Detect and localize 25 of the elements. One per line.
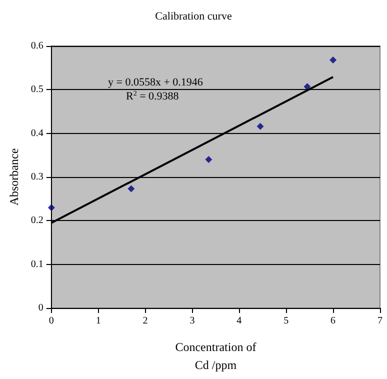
x-tick-label: 5 — [284, 316, 289, 326]
point — [128, 185, 135, 192]
x-axis-title: Concentration of Cd /ppm — [175, 340, 256, 372]
y-tick-label: 0 — [38, 302, 44, 314]
y-tick-label: 0.3 — [30, 172, 44, 182]
x-tick-label: 7 — [378, 316, 382, 326]
x-tick-label: 6 — [330, 316, 336, 326]
y-tick-label: 0.6 — [30, 40, 44, 52]
y-tick-label: 0.2 — [30, 215, 44, 226]
point — [48, 204, 55, 212]
y-axis-title: Absorbance — [7, 148, 21, 206]
y-tick-label: 0.1 — [30, 258, 44, 270]
chart-title: Calibration curve — [155, 10, 232, 22]
x-tick-label: 0 — [48, 316, 54, 326]
x-tick-label: 1 — [96, 316, 101, 326]
point — [330, 56, 337, 64]
point — [304, 83, 311, 90]
x-tick-label: 3 — [190, 316, 195, 326]
point — [205, 156, 212, 164]
point — [256, 122, 264, 130]
annotation: y = 0.0558x + 0.1946 — [108, 76, 204, 88]
x-tick-label: 2 — [142, 316, 148, 326]
y-tick-label: 0.4 — [30, 128, 44, 139]
x-tick-label: 4 — [236, 316, 242, 326]
y-tick-label: 0.5 — [30, 84, 44, 96]
